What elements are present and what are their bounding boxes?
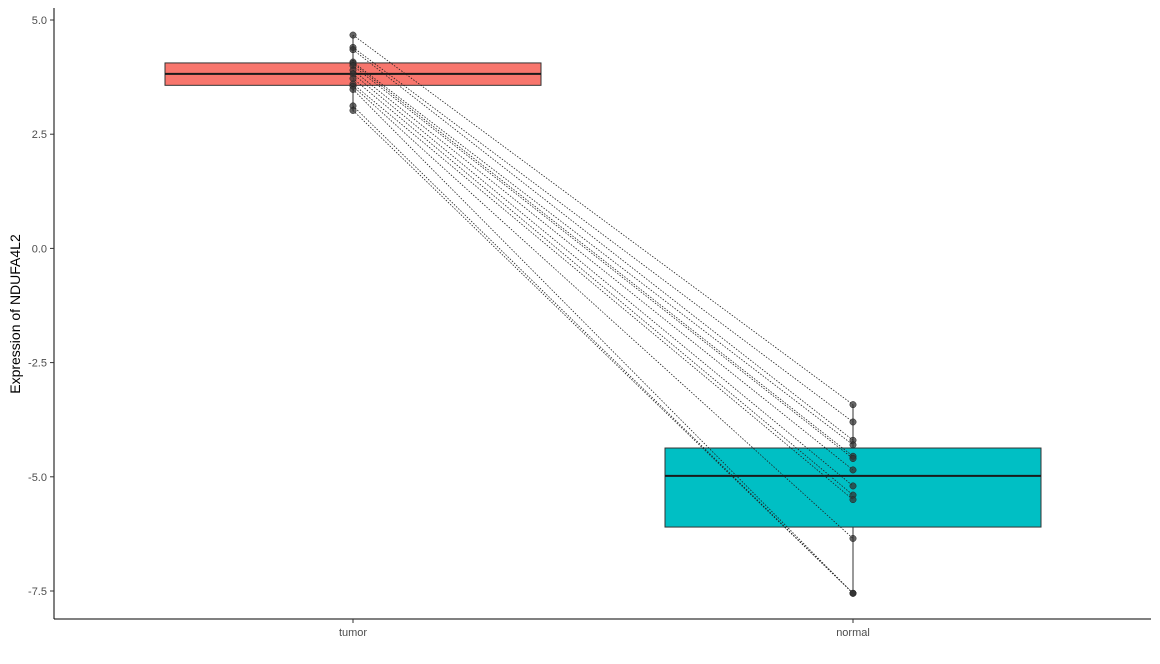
point-normal [849, 535, 857, 542]
y-tick-label: -5.0 [28, 472, 47, 484]
pair-line [352, 63, 854, 457]
point-normal [849, 496, 857, 504]
y-axis-title: Expression of NDUFA4L2 [7, 234, 23, 394]
y-tick-label: -7.5 [28, 586, 47, 598]
axes [53, 8, 1151, 620]
point-tumor [349, 106, 357, 114]
pair-line [352, 65, 854, 459]
point-normal [849, 589, 857, 597]
x-tick-label-normal: normal [836, 627, 870, 639]
x-ticks: tumor normal [339, 619, 870, 639]
pair-line [352, 110, 854, 594]
point-normal [849, 482, 857, 490]
y-tick-label: 5.0 [32, 15, 47, 27]
y-tick-label: 2.5 [32, 129, 47, 141]
y-ticks: 5.0 2.5 0.0 -2.5 -5.0 -7.5 [28, 15, 54, 598]
y-tick-label: 0.0 [32, 243, 47, 255]
pair-line [352, 89, 854, 594]
x-tick-label-tumor: tumor [339, 627, 367, 639]
pair-line [352, 85, 854, 539]
point-normal [849, 441, 857, 449]
pair-line [352, 69, 854, 471]
pair-line [352, 47, 854, 423]
boxes [164, 35, 1042, 594]
point-normal [849, 455, 857, 462]
y-tick-label: -2.5 [28, 358, 47, 370]
pair-line [352, 78, 854, 496]
point-tumor [349, 46, 357, 54]
pair-line [352, 49, 854, 441]
pair-line [352, 73, 854, 487]
point-tumor [349, 31, 357, 39]
point-normal [849, 466, 857, 474]
points [349, 31, 857, 597]
point-normal [849, 418, 857, 426]
point-normal [849, 401, 857, 409]
pair-line [352, 61, 854, 446]
pair-lines [352, 34, 854, 594]
pair-line [352, 83, 854, 500]
pair-line [352, 105, 854, 594]
point-tumor [349, 85, 357, 93]
